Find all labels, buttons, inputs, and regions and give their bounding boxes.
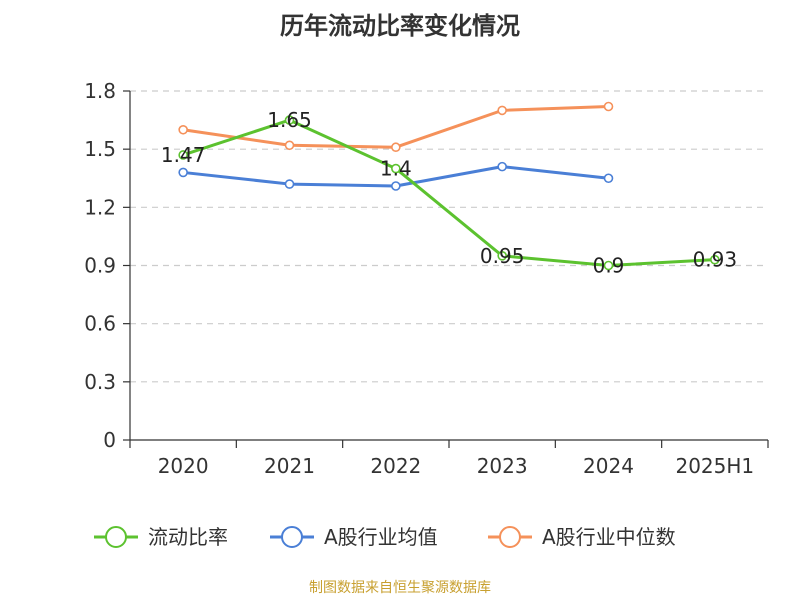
data-label: 0.95	[480, 244, 525, 268]
y-tick-label: 0.6	[84, 312, 116, 336]
series-point-2	[391, 181, 401, 191]
y-tick-label: 1.8	[84, 79, 116, 103]
source-note: 制图数据来自恒生聚源数据库	[309, 580, 491, 596]
series-point-2	[497, 161, 507, 172]
data-label: 1.47	[161, 143, 206, 167]
series-point-1	[497, 251, 507, 261]
data-label: 1.4	[380, 157, 412, 181]
series-group	[178, 101, 720, 271]
y-tick-label: 0.3	[84, 370, 116, 394]
series-point-1	[284, 115, 295, 125]
legend-item: A股行业均值	[270, 525, 438, 549]
series-point-1	[603, 260, 614, 271]
series-point-3	[603, 101, 614, 112]
legend-item: A股行业中位数	[488, 525, 676, 549]
legend-label: A股行业中位数	[542, 525, 676, 549]
y-tick-label: 0	[103, 428, 116, 452]
data-label: 0.93	[693, 248, 738, 272]
x-tick-label: 2025H1	[675, 454, 754, 478]
x-tick-label: 2020	[158, 454, 209, 478]
legend-marker	[499, 526, 521, 548]
y-tick-label: 1.2	[84, 195, 116, 219]
series-point-3	[497, 105, 507, 116]
series-point-1	[710, 254, 720, 265]
series-point-1	[178, 150, 188, 160]
series-point-1	[391, 163, 401, 174]
chart-title: 历年流动比率变化情况	[280, 12, 520, 40]
series-point-2	[603, 173, 614, 184]
axes: 0 0.3 0.6 0.9 1.2 1.5 1.8 2020 2021 2022 2023 2024 2…	[84, 79, 769, 478]
data-labels: 1.47 1.65 1.4 0.95 0.9 0.93	[161, 108, 737, 277]
series-point-2	[284, 179, 295, 189]
x-tick-label: 2022	[370, 454, 421, 478]
data-label: 0.9	[593, 254, 625, 278]
x-tick-label: 2021	[264, 454, 315, 478]
legend-label: 流动比率	[148, 525, 228, 549]
series-point-3	[178, 124, 188, 135]
grid-lines	[130, 90, 768, 383]
series-line-3	[182, 105, 609, 149]
legend-item: 流动比率	[94, 525, 228, 549]
series-point-3	[391, 142, 401, 153]
data-label: 1.65	[267, 108, 312, 132]
series-line-1	[182, 118, 715, 267]
series-point-3	[284, 140, 295, 151]
x-tick-label: 2023	[477, 454, 528, 478]
series-point-2	[178, 167, 188, 178]
legend-marker	[105, 526, 127, 548]
legend: 流动比率 A股行业均值 A股行业中位数	[94, 525, 676, 549]
x-tick-label: 2024	[583, 454, 634, 478]
y-tick-label: 0.9	[84, 254, 116, 278]
legend-marker	[281, 526, 303, 548]
legend-label: A股行业均值	[324, 525, 438, 549]
y-tick-label: 1.5	[84, 137, 116, 161]
